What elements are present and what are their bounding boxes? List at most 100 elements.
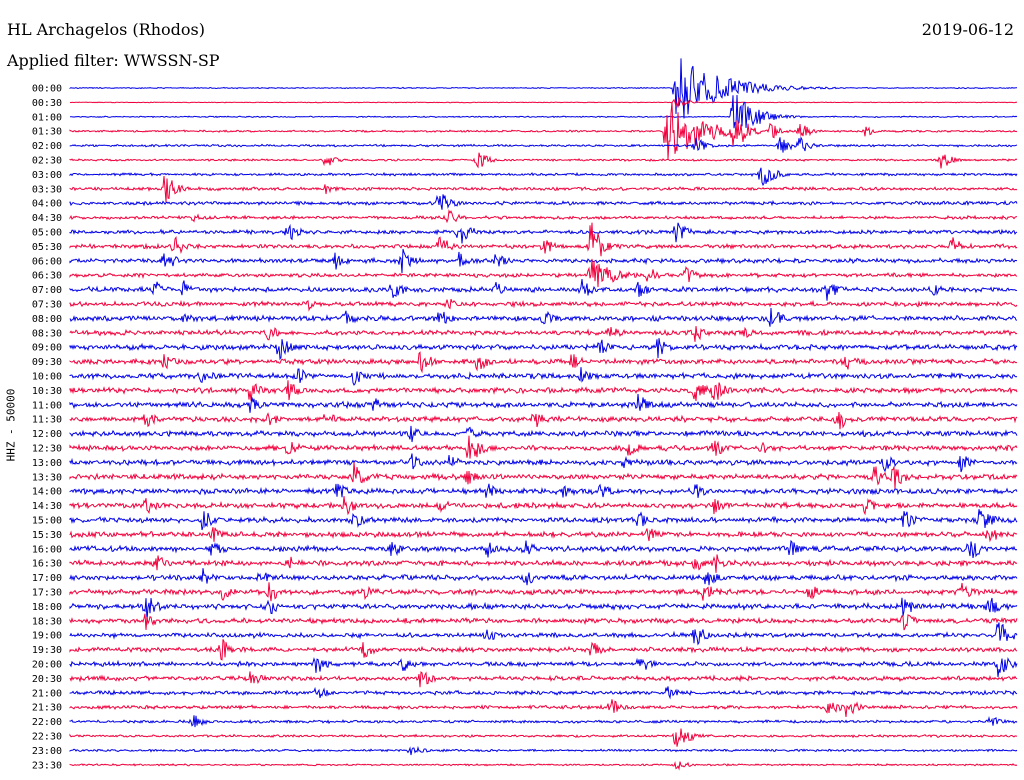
trace-line — [69, 102, 1018, 160]
trace-line — [69, 462, 1018, 489]
trace-line — [69, 613, 1018, 631]
trace-line — [69, 367, 1018, 386]
trace-line — [69, 94, 1018, 129]
trace-line — [69, 483, 1018, 498]
trace-line — [69, 539, 1018, 558]
time-tick-label: 01:30 — [32, 127, 62, 138]
trace-line — [69, 394, 1018, 413]
trace-line — [69, 136, 1018, 153]
trace-line — [69, 222, 1018, 244]
date-label: 2019-06-12 — [921, 20, 1014, 39]
trace-line — [69, 657, 1018, 678]
trace-line — [69, 582, 1018, 602]
trace-line — [69, 527, 1018, 543]
trace-line — [69, 568, 1018, 586]
time-tick-label: 08:00 — [32, 314, 62, 325]
trace-line — [69, 425, 1018, 443]
time-tick-label: 06:30 — [32, 271, 62, 282]
time-tick-label: 20:00 — [32, 660, 62, 671]
trace-line — [69, 326, 1018, 342]
trace-line — [69, 222, 1018, 257]
time-tick-label: 01:00 — [32, 112, 62, 123]
trace-line — [69, 258, 1018, 288]
time-tick-label: 11:30 — [32, 415, 62, 426]
trace-line — [69, 209, 1018, 224]
trace-line — [69, 194, 1018, 210]
time-tick-label: 02:00 — [32, 141, 62, 152]
trace-line — [69, 622, 1018, 646]
trace-line — [69, 411, 1018, 430]
time-tick-label: 02:30 — [32, 156, 62, 167]
time-tick-label: 22:00 — [32, 717, 62, 728]
trace-line — [69, 761, 1018, 771]
time-tick-label: 10:00 — [32, 372, 62, 383]
time-tick-label: 22:30 — [32, 732, 62, 743]
time-tick-label: 16:30 — [32, 559, 62, 570]
trace-line — [69, 435, 1018, 459]
time-tick-label: 04:00 — [32, 199, 62, 210]
time-tick-label: 03:30 — [32, 184, 62, 195]
time-tick-label: 05:30 — [32, 242, 62, 253]
trace-line — [69, 715, 1018, 728]
time-tick-label: 07:30 — [32, 300, 62, 311]
time-tick-label: 17:00 — [32, 573, 62, 584]
time-tick-label: 21:00 — [32, 688, 62, 699]
trace-line — [69, 453, 1018, 473]
time-tick-label: 08:30 — [32, 328, 62, 339]
trace-line — [69, 671, 1018, 688]
time-tick-label: 18:00 — [32, 602, 62, 613]
time-tick-label: 05:00 — [32, 228, 62, 239]
trace-line — [69, 96, 1018, 108]
time-tick-label: 15:00 — [32, 516, 62, 527]
trace-line — [69, 176, 1018, 203]
trace-line — [69, 298, 1018, 312]
trace-line — [69, 554, 1018, 573]
time-tick-label: 23:00 — [32, 746, 62, 757]
time-tick-label: 21:30 — [32, 703, 62, 714]
time-tick-label: 04:30 — [32, 213, 62, 224]
time-tick-label: 00:30 — [32, 98, 62, 109]
trace-line — [69, 699, 1018, 718]
time-tick-label: 09:30 — [32, 357, 62, 368]
trace-line — [69, 351, 1018, 374]
station-title: HL Archagelos (Rhodos) — [7, 20, 205, 39]
trace-line — [69, 495, 1018, 516]
time-tick-label: 20:30 — [32, 674, 62, 685]
trace-line — [69, 307, 1018, 327]
time-tick-label: 13:30 — [32, 472, 62, 483]
time-tick-label: 07:00 — [32, 285, 62, 296]
time-tick-label: 23:30 — [32, 760, 62, 771]
time-tick-label: 16:00 — [32, 544, 62, 555]
trace-line — [69, 279, 1018, 301]
time-tick-label: 13:00 — [32, 458, 62, 469]
time-tick-label: 10:30 — [32, 386, 62, 397]
trace-line — [69, 597, 1018, 621]
time-tick-label: 03:00 — [32, 170, 62, 181]
time-tick-label: 18:30 — [32, 616, 62, 627]
time-tick-label: 17:30 — [32, 588, 62, 599]
time-tick-label: 15:30 — [32, 530, 62, 541]
trace-line — [69, 686, 1018, 700]
time-tick-label: 11:00 — [32, 400, 62, 411]
filter-label: Applied filter: WWSSN-SP — [7, 51, 220, 70]
time-tick-label: 14:00 — [32, 487, 62, 498]
trace-line — [69, 380, 1018, 402]
trace-line — [69, 509, 1018, 531]
time-tick-label: 00:00 — [32, 84, 62, 95]
time-tick-label: 12:30 — [32, 444, 62, 455]
trace-line — [69, 745, 1018, 756]
time-tick-label: 12:00 — [32, 429, 62, 440]
trace-line — [69, 338, 1018, 361]
trace-line — [69, 58, 1017, 119]
trace-line — [69, 639, 1018, 661]
trace-line — [69, 728, 1018, 747]
time-tick-label: 19:30 — [32, 645, 62, 656]
time-tick-label: 09:00 — [32, 343, 62, 354]
time-tick-label: 19:00 — [32, 631, 62, 642]
time-tick-label: 06:00 — [32, 256, 62, 267]
time-tick-label: 14:30 — [32, 501, 62, 512]
trace-line — [69, 152, 1018, 169]
trace-line — [69, 167, 1018, 187]
trace-line — [69, 248, 1018, 274]
